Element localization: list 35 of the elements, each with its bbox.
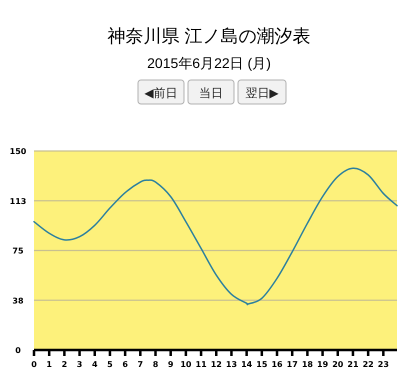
x-tick-label: 16 <box>271 360 284 369</box>
x-tick-label: 12 <box>210 360 222 369</box>
x-tick-label: 9 <box>168 360 174 369</box>
x-tick-label: 10 <box>180 360 192 369</box>
x-tick-label: 2 <box>62 360 68 369</box>
y-tick-label: 150 <box>10 147 27 156</box>
x-tick-label: 3 <box>76 360 82 369</box>
x-tick-label: 15 <box>256 360 268 369</box>
x-tick-label: 18 <box>302 360 314 369</box>
x-tick-label: 22 <box>362 360 374 369</box>
x-tick-label: 19 <box>317 360 329 369</box>
y-tick-label: 75 <box>12 246 24 256</box>
y-tick-label: 113 <box>10 196 26 206</box>
x-tick-label: 0 <box>31 360 38 369</box>
x-tick-label: 21 <box>347 360 359 369</box>
x-tick-label: 7 <box>138 360 144 369</box>
x-tick-label: 13 <box>226 360 238 369</box>
x-tick-label: 14 <box>241 360 253 369</box>
button: ◀前日 <box>138 80 184 104</box>
x-tick-label: 23 <box>378 360 389 369</box>
line-series <box>33 168 398 305</box>
y-tick-label: 38 <box>12 296 24 306</box>
x-tick-label: 17 <box>286 360 298 369</box>
button: 翌日▶ <box>238 80 286 104</box>
x-tick-label: 4 <box>92 360 98 369</box>
chart-subtitle: 2015年6月22日 (月) <box>147 55 271 71</box>
x-tick-label: 5 <box>107 360 114 369</box>
x-tick-label: 11 <box>196 360 208 369</box>
x-tick-label: 6 <box>122 360 128 369</box>
y-tick-label: 0 <box>15 346 22 355</box>
x-tick-label: 8 <box>152 360 159 369</box>
x-tick-label: 20 <box>332 360 344 369</box>
chart-title: 神奈川県 江ノ島の潮汐表 <box>107 26 311 46</box>
x-tick-label: 1 <box>46 360 52 369</box>
button: 当日 <box>188 80 234 104</box>
